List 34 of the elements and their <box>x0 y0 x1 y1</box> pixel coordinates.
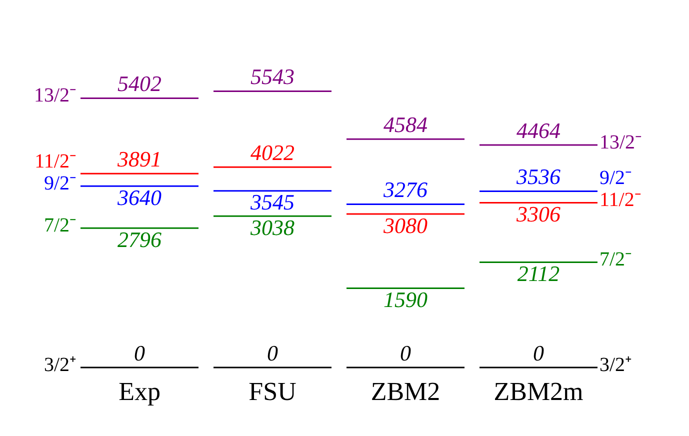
text: 9/2⁻ <box>600 167 632 189</box>
data-label: 3545 <box>250 190 294 215</box>
data-label: 3276 <box>382 177 428 202</box>
category-label: FSU <box>248 376 297 406</box>
legend-label: 11/2⁻ <box>34 150 76 172</box>
legend-label: 13/2⁻ <box>34 84 76 107</box>
data-label: 3536 <box>516 164 560 190</box>
data-label: 0 <box>533 340 544 366</box>
data-label: 4022 <box>250 140 294 165</box>
data-label: 4464 <box>516 118 560 143</box>
data-label: 5402 <box>118 71 162 96</box>
data-label: 3640 <box>116 184 162 210</box>
text: 11/2⁻ <box>600 189 642 211</box>
text: 7/2⁻ <box>600 248 632 270</box>
text: 13/2⁻ <box>600 131 642 154</box>
data-label: 3306 <box>516 202 560 227</box>
category-label: Exp <box>118 376 160 406</box>
data-label: 4584 <box>384 112 428 137</box>
data-label: 3891 <box>116 146 162 172</box>
legend-label: 9/2⁻ <box>44 172 76 194</box>
data-label: 0 <box>267 340 278 366</box>
data-label: 1590 <box>384 287 428 312</box>
data-label: 2112 <box>517 261 560 286</box>
legend-label: 3/2⁺ <box>44 354 76 376</box>
data-label: 0 <box>134 340 145 366</box>
text: 3/2⁺ <box>600 354 632 376</box>
data-label: 2796 <box>118 226 162 252</box>
legend-label: 7/2⁻ <box>44 214 76 236</box>
data-label: 0 <box>400 340 411 366</box>
category-label: ZBM2m <box>494 376 584 406</box>
data-label: 3080 <box>382 212 428 238</box>
category-label: ZBM2 <box>370 376 440 406</box>
data-label: 5543 <box>250 64 294 90</box>
data-label: 3038 <box>250 214 294 240</box>
